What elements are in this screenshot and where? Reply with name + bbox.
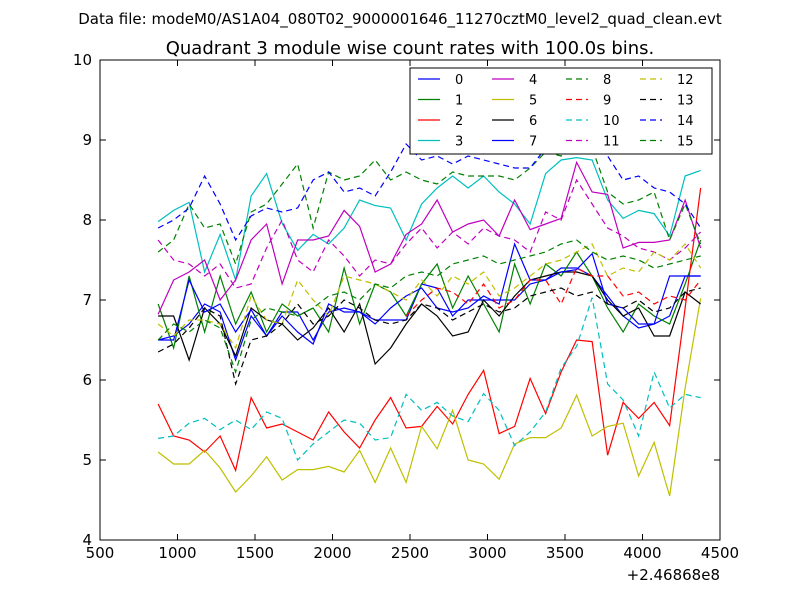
x-tick-label: 1000 bbox=[158, 544, 196, 562]
legend-label-11: 11 bbox=[603, 135, 620, 150]
legend-label-7: 7 bbox=[529, 135, 537, 150]
series-line-2 bbox=[157, 187, 702, 473]
legend-label-9: 9 bbox=[603, 94, 611, 109]
series-line-4 bbox=[157, 160, 702, 315]
legend-label-2: 2 bbox=[455, 114, 463, 129]
legend-label-6: 6 bbox=[529, 114, 537, 129]
series-line-7 bbox=[158, 242, 701, 345]
series-line-9 bbox=[405, 267, 702, 317]
axes: 500 1000 1500 2000 2500 3000 3500 4000 4500 4 5 6 7 8… bbox=[73, 51, 739, 562]
y-tick-label: 8 bbox=[82, 211, 92, 229]
x-tick-label: 1500 bbox=[236, 544, 274, 562]
x-tick-label: 3500 bbox=[546, 544, 584, 562]
series-line-8 bbox=[157, 122, 702, 266]
legend-label-12: 12 bbox=[677, 73, 694, 88]
legend-label-10: 10 bbox=[603, 114, 620, 129]
legend-label-13: 13 bbox=[677, 94, 694, 109]
series-line-0 bbox=[157, 267, 701, 362]
x-tick-label: 2000 bbox=[313, 544, 351, 562]
series-line-13 bbox=[157, 287, 701, 387]
series-line-10 bbox=[158, 297, 701, 462]
x-tick-label: 3000 bbox=[468, 544, 506, 562]
legend-frame bbox=[409, 67, 713, 155]
series-line-5 bbox=[157, 298, 702, 497]
legend-label-8: 8 bbox=[603, 73, 611, 88]
legend-label-5: 5 bbox=[529, 94, 537, 109]
plot-lines bbox=[157, 115, 702, 497]
series-line-14 bbox=[157, 115, 702, 242]
y-tick-label: 9 bbox=[82, 131, 92, 149]
series-line-12 bbox=[157, 243, 702, 350]
y-tick-label: 10 bbox=[73, 51, 92, 69]
legend-label-0: 0 bbox=[455, 73, 463, 88]
legend-label-15: 15 bbox=[677, 135, 694, 150]
figure-supertitle: Data file: modeM0/AS1A04_080T02_90000016… bbox=[78, 10, 722, 29]
series-line-15 bbox=[157, 239, 701, 374]
y-tick-label: 6 bbox=[82, 371, 92, 389]
legend-label-3: 3 bbox=[455, 135, 463, 150]
legend-label-14: 14 bbox=[677, 114, 694, 129]
x-tick-label: 4500 bbox=[701, 544, 739, 562]
x-tick-label: 500 bbox=[86, 544, 115, 562]
y-tick-label: 4 bbox=[82, 531, 92, 549]
x-offset-label: +2.46868e8 bbox=[627, 566, 720, 584]
legend-label-1: 1 bbox=[455, 94, 463, 109]
legend-label-4: 4 bbox=[529, 73, 537, 88]
series-line-6 bbox=[158, 271, 701, 366]
y-tick-label: 5 bbox=[82, 451, 92, 469]
series-line-11 bbox=[157, 178, 702, 289]
x-tick-label: 4000 bbox=[623, 544, 661, 562]
y-tick-label: 7 bbox=[82, 291, 92, 309]
chart-title: Quadrant 3 module wise count rates with … bbox=[166, 38, 655, 59]
x-tick-label: 2500 bbox=[391, 544, 429, 562]
